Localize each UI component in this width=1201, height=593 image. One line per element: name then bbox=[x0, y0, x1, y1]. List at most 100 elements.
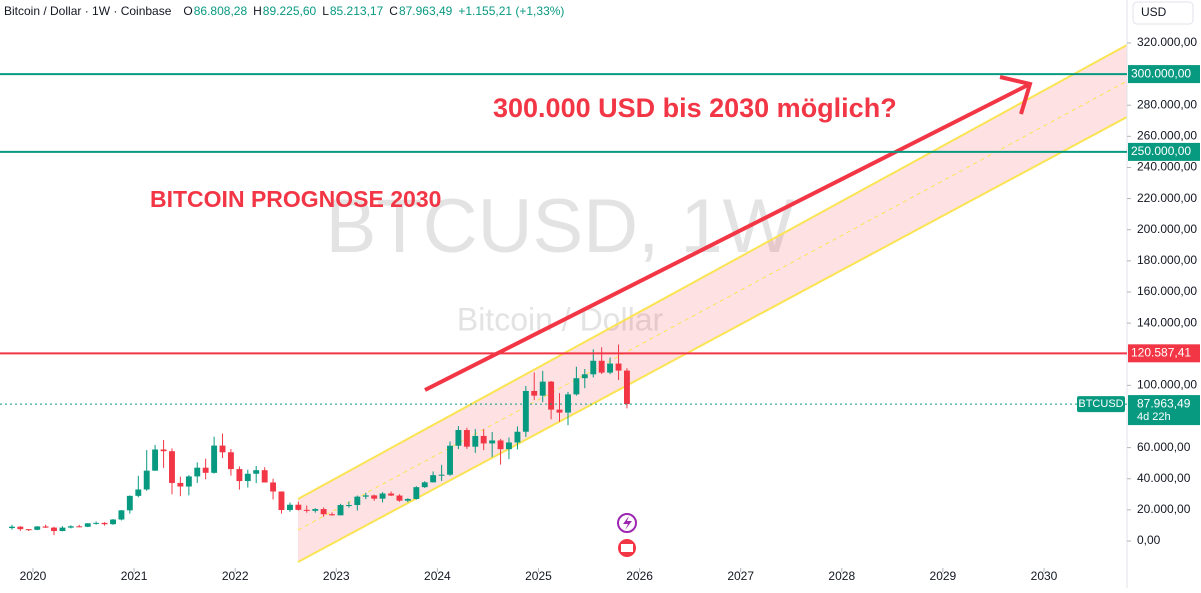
candle-body bbox=[303, 509, 310, 511]
last-price-box bbox=[1128, 395, 1200, 426]
price-label: 120.587,41 bbox=[1131, 345, 1191, 359]
candle-body bbox=[261, 470, 268, 483]
annotation: 300.000 USD bis 2030 möglich? bbox=[493, 93, 897, 123]
candle-body bbox=[522, 390, 529, 432]
y-tick-label: 220.000,00 bbox=[1137, 191, 1197, 205]
y-tick-label: 180.000,00 bbox=[1137, 253, 1197, 267]
candle-body bbox=[463, 430, 470, 447]
header-text: L bbox=[322, 4, 329, 18]
candle-body bbox=[623, 370, 630, 405]
candle-body bbox=[8, 526, 15, 529]
candle-body bbox=[506, 442, 512, 450]
candle-body bbox=[177, 482, 184, 487]
candle-body bbox=[362, 495, 369, 497]
y-tick-label: 140.000,00 bbox=[1137, 315, 1197, 329]
header-text: 85.213,17 bbox=[330, 4, 384, 18]
candle-body bbox=[227, 452, 234, 470]
watermark-symbol: BTCUSD, 1W bbox=[326, 184, 795, 269]
symbol-tag-box bbox=[1077, 396, 1125, 413]
y-tick-label: 20.000,00 bbox=[1137, 502, 1191, 516]
candle-body bbox=[253, 470, 260, 474]
x-tick-label: 2023 bbox=[323, 569, 350, 583]
candle-body bbox=[312, 509, 319, 511]
candle-body bbox=[565, 394, 571, 413]
price-label-box bbox=[1128, 65, 1200, 84]
price-label-box bbox=[1128, 142, 1200, 161]
candle-body bbox=[396, 495, 403, 501]
candle-body bbox=[539, 381, 546, 396]
candle-body bbox=[455, 430, 462, 446]
candle-body bbox=[320, 509, 327, 515]
candle-body bbox=[295, 504, 302, 510]
annotation: BITCOIN PROGNOSE 2030 bbox=[150, 186, 441, 212]
header-text: 87.963,49 bbox=[399, 4, 453, 18]
candle-body bbox=[497, 440, 504, 450]
header-text: H bbox=[253, 4, 262, 18]
candle-body bbox=[34, 526, 41, 530]
header-text: C bbox=[389, 4, 398, 18]
candle-body bbox=[607, 363, 614, 373]
channel-upper bbox=[297, 44, 1128, 500]
candle-body bbox=[556, 409, 563, 413]
candle-body bbox=[514, 431, 521, 443]
candle-body bbox=[270, 482, 277, 492]
y-tick-label: 320.000,00 bbox=[1137, 35, 1197, 49]
candle-body bbox=[25, 529, 32, 531]
candle-body bbox=[51, 527, 57, 532]
candle-body bbox=[388, 493, 395, 496]
channel-fill bbox=[298, 45, 1127, 562]
candle-body bbox=[615, 363, 622, 371]
candle-body bbox=[581, 374, 588, 379]
x-tick-label: 2022 bbox=[222, 569, 249, 583]
candle-body bbox=[67, 526, 74, 528]
flag bbox=[621, 544, 633, 552]
header-text: +1.155,21 (+1,33%) bbox=[458, 4, 564, 18]
candle-body bbox=[93, 522, 100, 524]
price-label: 300.000,00 bbox=[1131, 66, 1191, 80]
candle-body bbox=[160, 449, 167, 452]
y-tick-label: 280.000,00 bbox=[1137, 97, 1197, 111]
y-tick-label: 240.000,00 bbox=[1137, 160, 1197, 174]
header-text: 89.225,60 bbox=[263, 4, 317, 18]
candle-body bbox=[548, 381, 555, 410]
candle-body bbox=[354, 496, 361, 506]
candle-body bbox=[329, 514, 335, 516]
candle-body bbox=[337, 505, 344, 516]
y-tick-label: 200.000,00 bbox=[1137, 222, 1197, 236]
header-text: O bbox=[183, 4, 192, 18]
currency-button[interactable] bbox=[1132, 1, 1194, 25]
candle-body bbox=[404, 498, 411, 501]
candle-body bbox=[101, 522, 108, 525]
x-tick-label: 2028 bbox=[828, 569, 855, 583]
candle-body bbox=[126, 495, 133, 511]
candle-body bbox=[236, 469, 243, 482]
candle-body bbox=[573, 378, 580, 395]
price-label: 250.000,00 bbox=[1131, 144, 1191, 158]
candle-body bbox=[438, 474, 445, 476]
last-price-label: 87.963,49 bbox=[1137, 396, 1191, 410]
candle-body bbox=[598, 360, 605, 373]
y-tick-label: 40.000,00 bbox=[1137, 471, 1191, 485]
event-icon-bolt bbox=[623, 516, 632, 530]
candle-body bbox=[480, 435, 487, 444]
x-tick-label: 2027 bbox=[727, 569, 754, 583]
channel-mid bbox=[297, 80, 1128, 531]
header-text: Bitcoin / Dollar · 1W · Coinbase bbox=[4, 4, 172, 18]
candle-body bbox=[345, 505, 352, 507]
candle-body bbox=[42, 526, 49, 528]
x-tick-label: 2030 bbox=[1031, 569, 1058, 583]
countdown: 4d 22h bbox=[1137, 411, 1171, 423]
y-tick-label: 260.000,00 bbox=[1137, 129, 1197, 143]
candle-body bbox=[143, 470, 150, 490]
price-label-box bbox=[1128, 344, 1200, 363]
candle-body bbox=[278, 491, 285, 511]
candle-body bbox=[219, 445, 226, 453]
channel-lower bbox=[297, 116, 1128, 563]
symbol-tag: BTCUSD bbox=[1078, 398, 1123, 410]
candle-body bbox=[447, 445, 453, 475]
arrow-line bbox=[424, 83, 1029, 392]
candle-body bbox=[194, 467, 201, 477]
candle-body bbox=[590, 360, 597, 375]
